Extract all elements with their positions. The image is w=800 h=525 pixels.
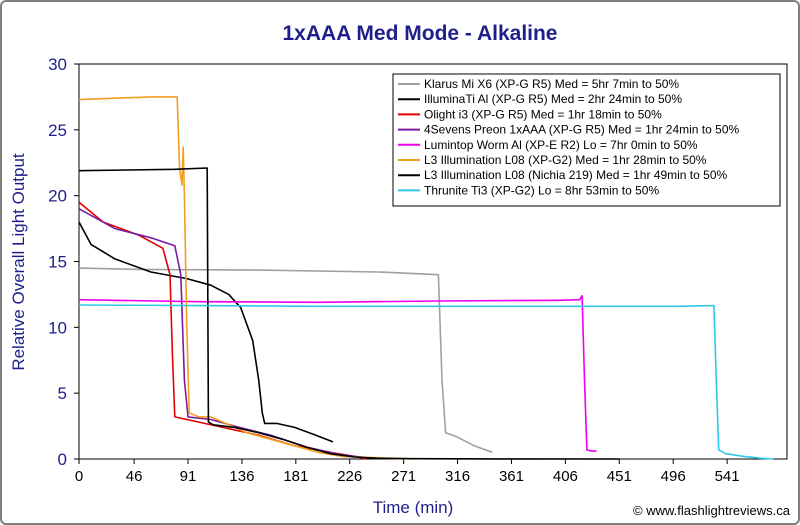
x-tick-label: 541: [715, 468, 740, 485]
legend-label: Klarus Mi X6 (XP-G R5) Med = 5hr 7min to…: [424, 77, 679, 91]
x-tick-label: 271: [391, 468, 416, 485]
series-line-6: [78, 96, 415, 460]
legend-label: 4Sevens Preon 1xAAA (XP-G R5) Med = 1hr …: [424, 123, 739, 137]
legend-box: [392, 73, 781, 207]
legend-label: Lumintop Worm Al (XP-E R2) Lo = 7hr 0min…: [424, 138, 698, 152]
y-tick-label: 20: [48, 187, 67, 206]
legend: Klarus Mi X6 (XP-G R5) Med = 5hr 7min to…: [398, 77, 739, 197]
y-tick-label: 25: [48, 121, 67, 140]
y-axis-title: Relative Overall Light Output: [9, 153, 28, 371]
legend-label: Olight i3 (XP-G R5) Med = 1hr 18min to 5…: [424, 107, 662, 121]
y-tick-label: 15: [48, 253, 67, 272]
x-tick-label: 181: [283, 468, 308, 485]
x-tick-label: 496: [661, 468, 686, 485]
x-tick-label: 451: [607, 468, 632, 485]
ticks-layer: 0 46 91 136 181 226 271 316 361 406 451 496 541 0 5 10 1…: [48, 55, 740, 485]
y-tick-label: 0: [58, 450, 67, 469]
y-tick-label: 5: [58, 384, 67, 403]
legend-label: IlluminaTi Al (XP-G R5) Med = 2hr 24min …: [424, 92, 682, 106]
legend-label: L3 Illumination L08 (XP-G2) Med = 1hr 28…: [424, 153, 707, 167]
y-tick-label: 10: [48, 318, 67, 337]
series-line-1: [78, 267, 493, 454]
x-tick-label: 361: [499, 468, 524, 485]
y-tick-label: 30: [48, 55, 67, 74]
legend-label: Thrunite Ti3 (XP-G2) Lo = 8hr 53min to 5…: [424, 183, 659, 197]
series-layer: [78, 96, 774, 460]
x-axis-title: Time (min): [373, 498, 454, 517]
series-line-8: [78, 304, 774, 460]
series-line-5: [78, 294, 597, 452]
series-line-2: [78, 221, 334, 443]
x-tick-label: 0: [75, 468, 83, 485]
credit-text: © www.flashlightreviews.ca: [633, 503, 791, 518]
x-tick-label: 46: [126, 468, 143, 485]
chart-title: 1xAAA Med Mode - Alkaline: [283, 22, 558, 45]
x-tick-label: 136: [229, 468, 254, 485]
legend-label: L3 Illumination L08 (Nichia 219) Med = 1…: [424, 168, 728, 182]
x-tick-label: 316: [445, 468, 470, 485]
x-tick-label: 226: [337, 468, 362, 485]
x-tick-label: 406: [553, 468, 578, 485]
x-tick-label: 91: [180, 468, 197, 485]
series-line-7: [78, 167, 620, 460]
